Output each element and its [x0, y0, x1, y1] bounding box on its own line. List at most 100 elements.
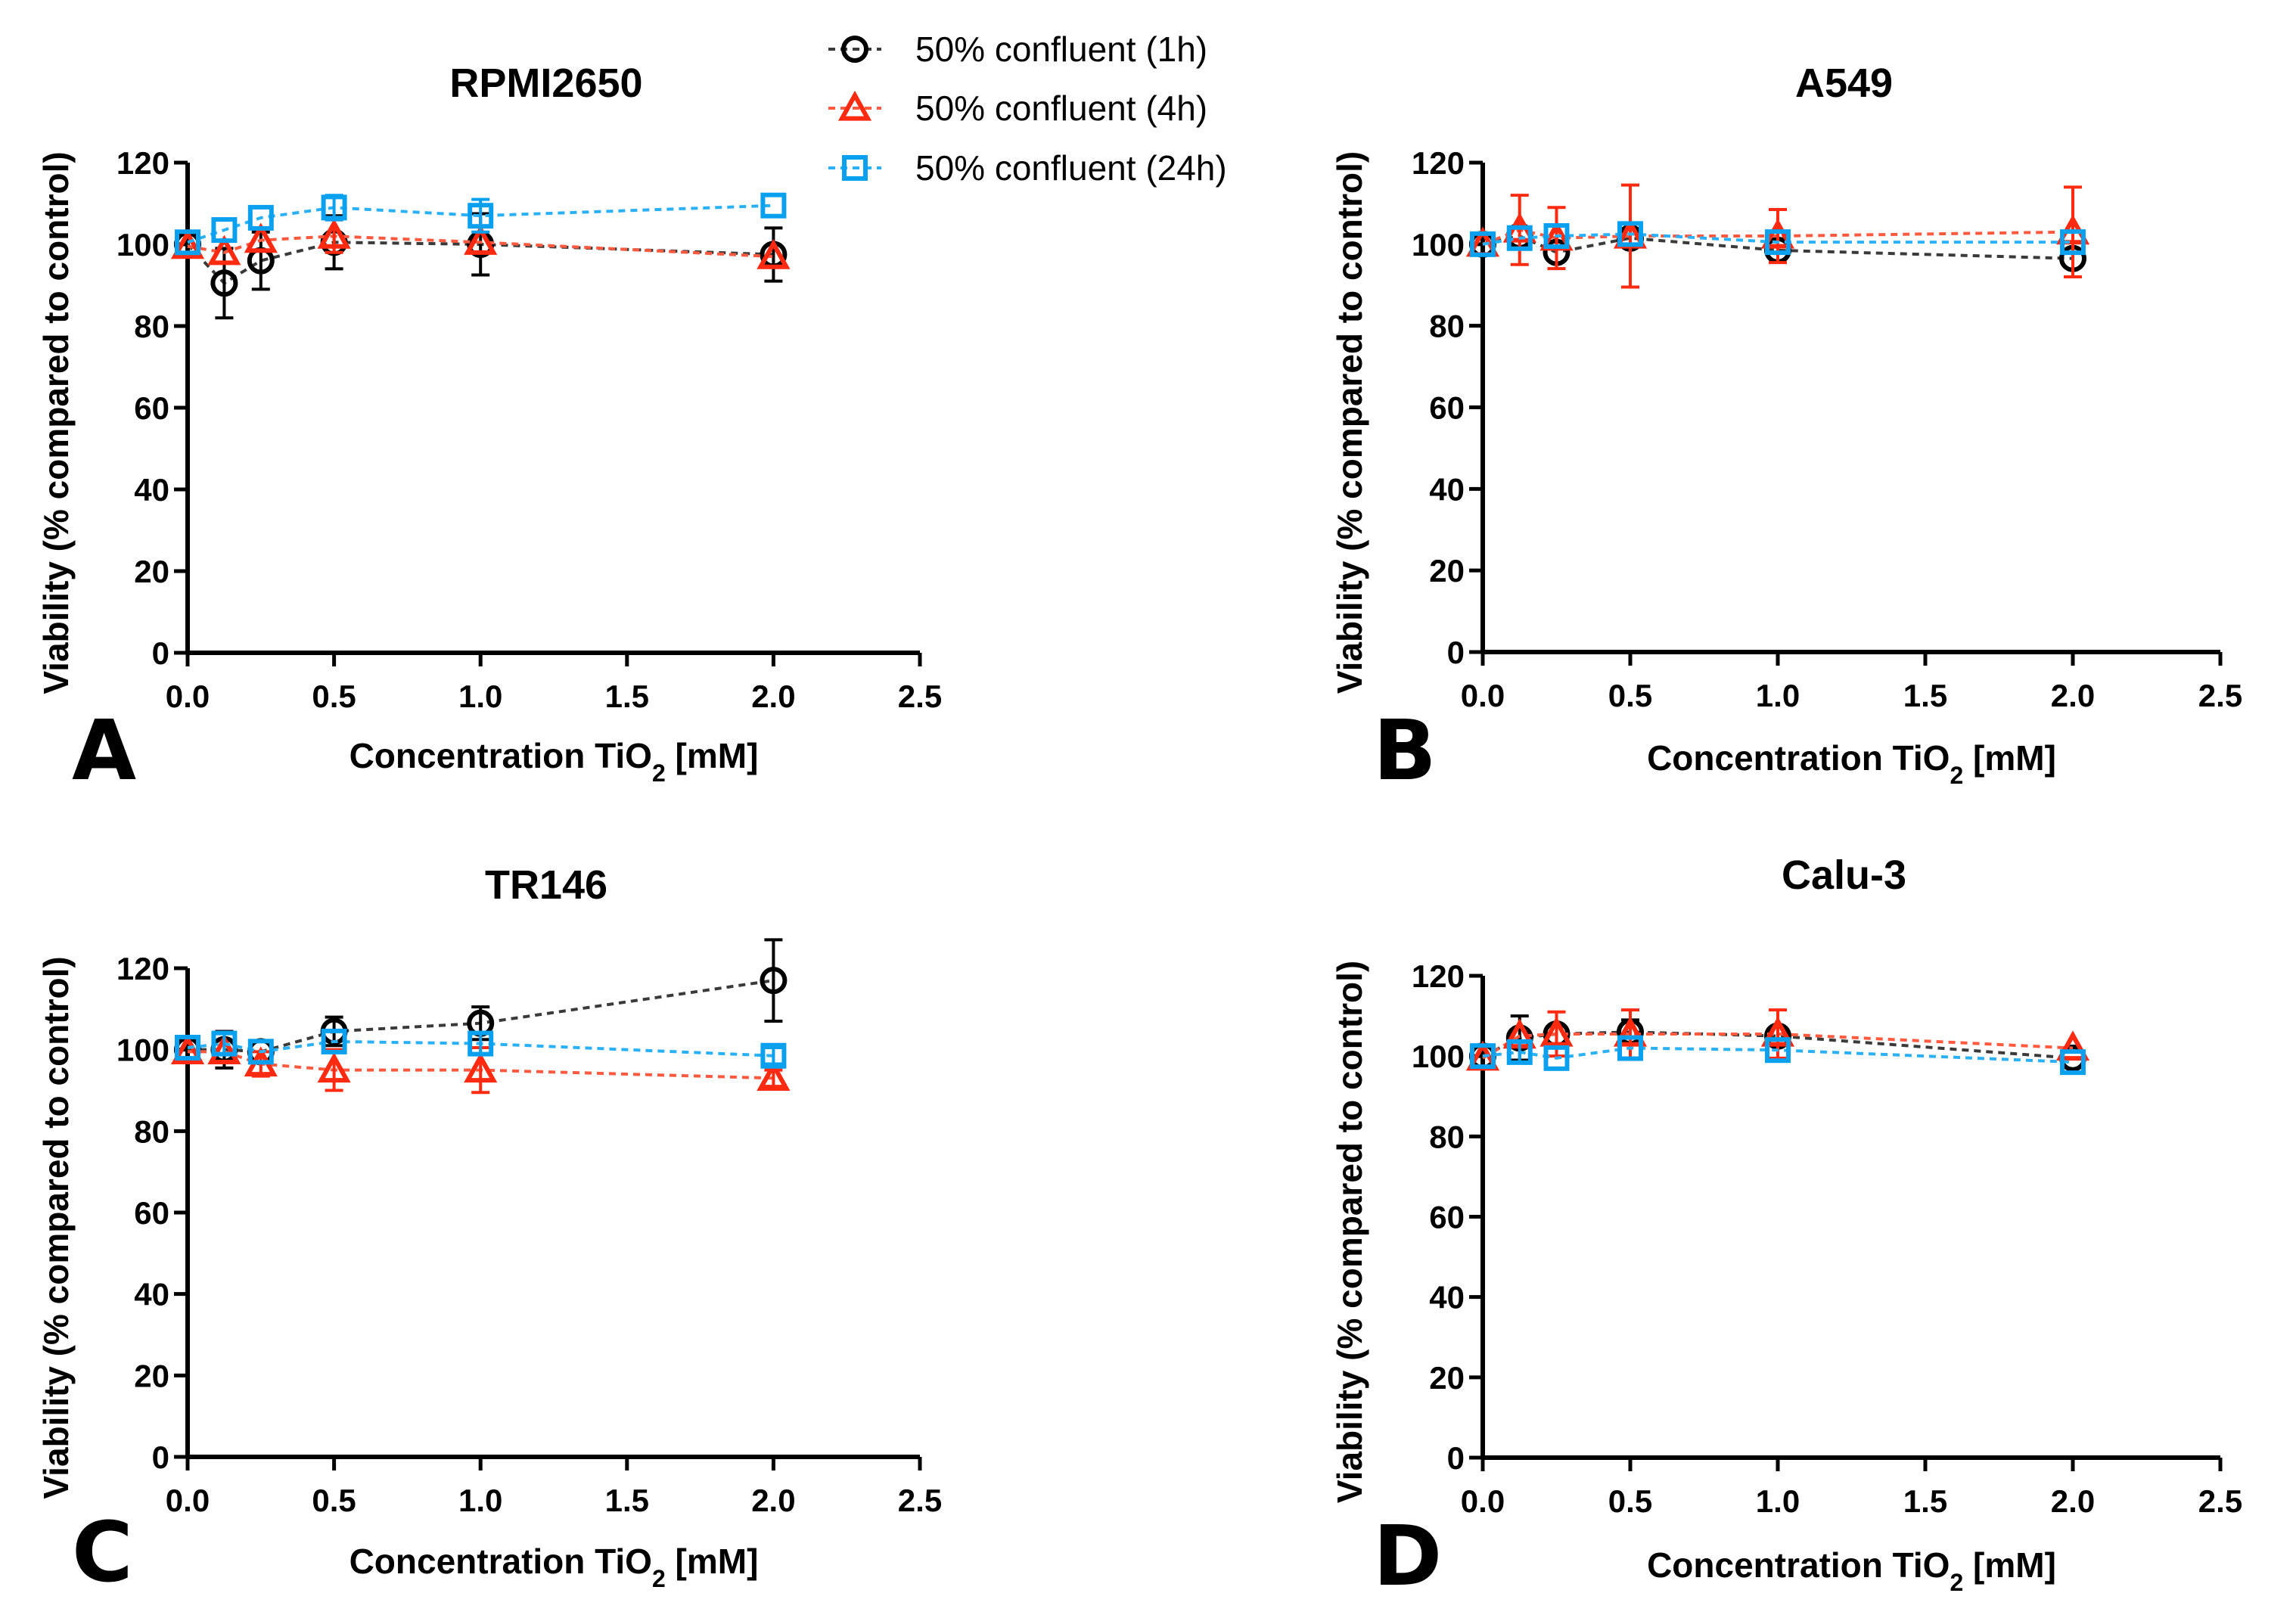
y-tick-label: 20 — [134, 554, 169, 589]
panel-letter: B — [1373, 702, 1437, 799]
y-tick-label: 100 — [117, 1033, 169, 1068]
y-tick-label: 100 — [1412, 1039, 1465, 1074]
x-tick-label: 2.5 — [898, 679, 942, 714]
y-tick-label: 0 — [152, 1439, 169, 1475]
data-point — [1760, 218, 1795, 249]
x-tick-label: 2.0 — [751, 679, 795, 714]
y-tick-label: 80 — [1429, 1119, 1465, 1154]
y-tick-label: 60 — [1429, 1200, 1465, 1235]
y-tick-label: 100 — [117, 227, 169, 262]
y-axis-label: Viability (% compared to control) — [1330, 151, 1369, 694]
data-point — [760, 967, 788, 995]
y-tick-label: 120 — [117, 145, 169, 181]
x-tick-label: 0.5 — [312, 679, 356, 714]
x-tick-label: 0.0 — [166, 1483, 210, 1518]
data-point — [247, 1039, 274, 1065]
data-point — [321, 1028, 347, 1054]
x-tick-label: 2.5 — [2198, 1483, 2242, 1519]
data-point — [1539, 1016, 1574, 1047]
series-line — [1482, 228, 2074, 246]
panel-letter: C — [72, 1504, 133, 1601]
data-point — [1470, 231, 1496, 257]
x-tick-label: 1.0 — [458, 679, 502, 714]
legend-label: 50% confluent (4h) — [915, 89, 1207, 128]
data-point — [1765, 1037, 1791, 1064]
x-tick-label: 0.0 — [166, 679, 210, 714]
y-axis-label: Viability (% compared to control) — [36, 151, 76, 694]
data-point — [207, 1034, 241, 1064]
y-tick-label: 80 — [1429, 309, 1465, 344]
data-point — [1506, 225, 1533, 251]
data-point — [757, 1061, 791, 1091]
series-3 — [175, 1028, 787, 1069]
y-tick-label: 40 — [134, 1277, 169, 1312]
x-tick-label: 0.0 — [1461, 678, 1505, 713]
panel-b: A549 0 20 40 60 80 100 120 0.0 0.5 1.0 1.5 2.0 2.5 Con… — [1330, 61, 2242, 799]
x-tick-label: 1.0 — [1756, 678, 1800, 713]
data-point — [317, 1052, 351, 1083]
data-point — [207, 234, 241, 266]
data-point — [321, 194, 347, 221]
x-tick-label: 0.5 — [312, 1483, 356, 1518]
y-tick-label: 80 — [134, 1113, 169, 1149]
panel-title: Calu-3 — [1782, 852, 1906, 898]
y-tick-label: 20 — [134, 1358, 169, 1393]
y-tick-label: 80 — [134, 309, 169, 344]
data-point — [2060, 1049, 2086, 1076]
data-point — [468, 1030, 494, 1057]
y-tick-label: 60 — [1429, 390, 1465, 426]
legend-marker-circle-icon — [841, 36, 868, 63]
data-point — [1613, 1016, 1648, 1047]
data-point — [210, 269, 238, 297]
x-tick-label: 0.0 — [1461, 1483, 1505, 1519]
y-axis-label: Viability (% compared to control) — [36, 956, 76, 1498]
data-point — [760, 1042, 787, 1069]
data-point — [1543, 223, 1570, 250]
panel-letter: A — [72, 702, 136, 799]
x-axis-label: Concentration TiO2 [mM] — [350, 736, 759, 787]
x-tick-label: 1.5 — [605, 1483, 649, 1518]
data-point — [1765, 229, 1791, 256]
data-point — [1470, 1043, 1496, 1070]
data-point — [1760, 1016, 1795, 1047]
x-tick-label: 1.5 — [605, 679, 649, 714]
series-3 — [1470, 221, 2086, 257]
data-point — [1543, 1045, 1570, 1071]
x-tick-label: 0.5 — [1608, 678, 1652, 713]
legend-label: 50% confluent (1h) — [915, 30, 1207, 69]
panel-c: TR146 0 20 40 60 80 100 120 0.0 0.5 1.0 1.5 2.0 2.5 Co… — [36, 862, 942, 1601]
series-line — [187, 1039, 774, 1057]
legend-label: 50% confluent (24h) — [915, 148, 1227, 188]
x-axis-label: Concentration TiO2 [mM] — [350, 1542, 759, 1592]
series-line — [1482, 1046, 2074, 1064]
series-3 — [1470, 1035, 2086, 1076]
y-tick-label: 0 — [152, 635, 169, 671]
legend: 50% confluent (1h) 50% confluent (4h) 50% … — [828, 30, 1227, 188]
x-axis-label: Concentration TiO2 [mM] — [1647, 1545, 2056, 1596]
data-point — [1506, 1039, 1533, 1065]
panel-title: A549 — [1795, 61, 1893, 106]
panel-title: RPMI2650 — [449, 61, 642, 106]
data-point — [468, 203, 494, 229]
x-tick-label: 1.5 — [1903, 678, 1947, 713]
y-tick-label: 60 — [134, 1195, 169, 1231]
data-point — [247, 204, 274, 231]
data-point — [170, 1034, 205, 1064]
y-tick-label: 0 — [1447, 1440, 1465, 1476]
legend-item: 50% confluent (4h) — [828, 89, 1207, 128]
y-tick-label: 40 — [1429, 1280, 1465, 1315]
x-tick-label: 2.5 — [898, 1483, 942, 1518]
y-tick-label: 120 — [1412, 145, 1465, 181]
data-point — [1617, 221, 1643, 247]
x-tick-label: 0.5 — [1608, 1483, 1652, 1519]
data-point — [1617, 1035, 1643, 1061]
data-point — [2055, 1030, 2090, 1061]
series-3 — [175, 192, 787, 256]
panel-title: TR146 — [485, 862, 607, 908]
y-tick-label: 40 — [134, 472, 169, 508]
y-axis-label: Viability (% compared to control) — [1330, 961, 1369, 1503]
x-tick-label: 2.0 — [2051, 1483, 2095, 1519]
data-point — [211, 217, 238, 244]
legend-item: 50% confluent (1h) — [828, 30, 1207, 69]
data-point — [170, 228, 205, 259]
